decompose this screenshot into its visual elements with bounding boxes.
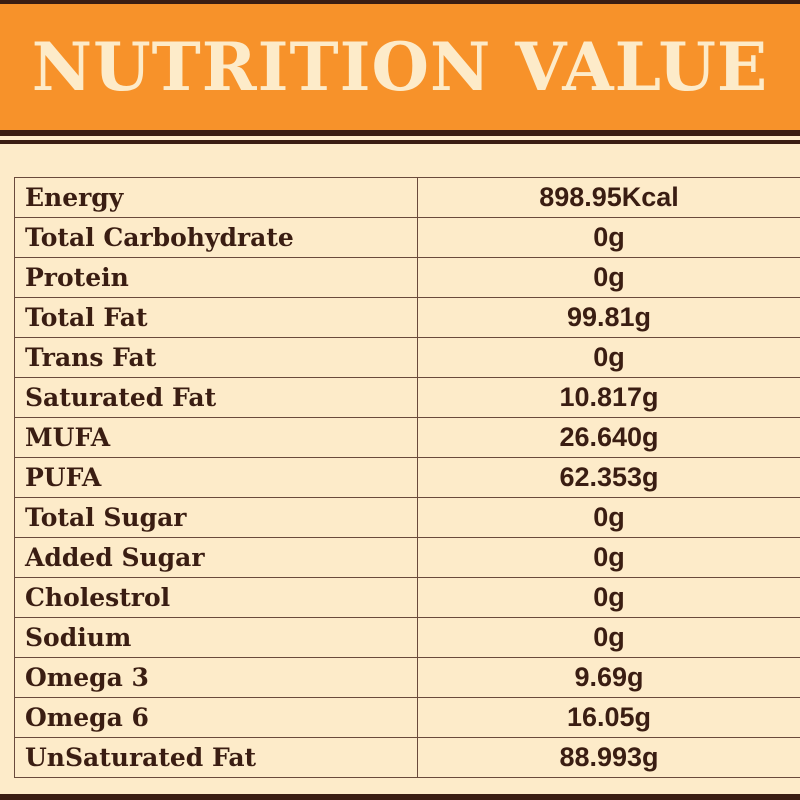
nutrient-value: 0g [417,257,800,298]
nutrient-value: 0g [417,217,800,258]
table-row: UnSaturated Fat 88.993g [14,737,800,778]
divider [0,136,800,140]
nutrient-label: Omega 6 [14,697,418,738]
nutrient-value: 62.353g [417,457,800,498]
top-border [0,0,800,4]
nutrient-value: 0g [417,537,800,578]
nutrient-value: 0g [417,497,800,538]
table-row: Added Sugar 0g [14,537,800,578]
nutrient-value: 898.95Kcal [417,177,800,218]
nutrient-label: PUFA [14,457,418,498]
nutrient-label: Omega 3 [14,657,418,698]
table-row: Total Sugar 0g [14,497,800,538]
nutrient-value: 0g [417,617,800,658]
divider [0,140,800,144]
nutrient-label: Total Sugar [14,497,418,538]
nutrient-label: Added Sugar [14,537,418,578]
table-row: Cholestrol 0g [14,577,800,618]
nutrient-label: Protein [14,257,418,298]
nutrient-label: Total Fat [14,297,418,338]
table-row: Protein 0g [14,257,800,298]
table-row: Total Fat 99.81g [14,297,800,338]
table-row: Saturated Fat 10.817g [14,377,800,418]
nutrient-value: 16.05g [417,697,800,738]
nutrient-label: UnSaturated Fat [14,737,418,778]
table-row: Sodium 0g [14,617,800,658]
nutrient-label: Sodium [14,617,418,658]
table-row: Energy 898.95Kcal [14,177,800,218]
nutrient-value: 88.993g [417,737,800,778]
nutrient-label: Saturated Fat [14,377,418,418]
page-title: NUTRITION VALUE [31,28,769,106]
divider [0,130,800,136]
nutrient-label: Total Carbohydrate [14,217,418,258]
header-banner: NUTRITION VALUE [0,4,800,130]
nutrient-value: 0g [417,337,800,378]
nutrient-label: MUFA [14,417,418,458]
nutrient-value: 0g [417,577,800,618]
nutrient-label: Trans Fat [14,337,418,378]
table-row: Omega 3 9.69g [14,657,800,698]
bottom-border [0,794,800,800]
nutrient-label: Energy [14,177,418,218]
nutrient-value: 9.69g [417,657,800,698]
table-row: Total Carbohydrate 0g [14,217,800,258]
table-row: PUFA 62.353g [14,457,800,498]
nutrition-table: Energy 898.95Kcal Total Carbohydrate 0g … [14,177,800,778]
nutrient-label: Cholestrol [14,577,418,618]
table-row: MUFA 26.640g [14,417,800,458]
nutrient-value: 99.81g [417,297,800,338]
table-row: Omega 6 16.05g [14,697,800,738]
table-row: Trans Fat 0g [14,337,800,378]
nutrient-value: 10.817g [417,377,800,418]
nutrient-value: 26.640g [417,417,800,458]
